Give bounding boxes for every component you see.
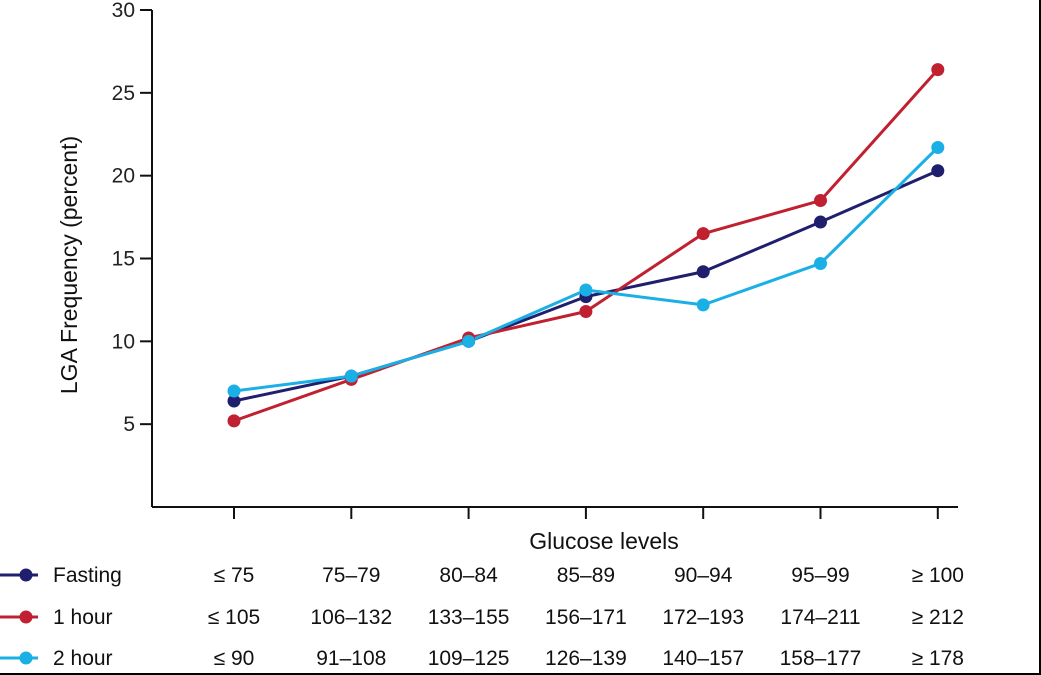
series-0-point — [814, 215, 827, 229]
category-label: 85–89 — [557, 564, 615, 587]
category-label: ≤ 75 — [214, 564, 255, 587]
category-label: 172–193 — [662, 606, 744, 629]
y-axis-title: LGA Frequency (percent) — [56, 136, 82, 394]
category-label: ≥ 178 — [912, 647, 964, 670]
series-1-point — [227, 414, 241, 428]
category-label: ≤ 105 — [208, 606, 260, 629]
category-label: ≥ 212 — [912, 606, 964, 629]
series-2-point — [227, 384, 241, 398]
legend-marker-2 — [19, 651, 33, 665]
legend-table: Fasting ≤ 75 75–79 80–84 85–89 90–94 95–99 ≥ 10… — [0, 564, 964, 670]
category-label: 80–84 — [439, 564, 498, 587]
axes — [140, 9, 958, 519]
y-tick-label: 25 — [112, 82, 135, 105]
series-0-point — [931, 164, 945, 178]
legend-marker-1 — [19, 610, 33, 624]
legend-label-1: 1 hour — [53, 606, 113, 629]
frame-bottom-edge — [0, 673, 1041, 675]
series-2-point — [344, 369, 358, 383]
category-label: 140–157 — [662, 647, 744, 670]
series-1-point — [696, 227, 710, 241]
category-label: 90–94 — [674, 564, 733, 587]
legend-label-2: 2 hour — [53, 647, 113, 670]
series-2-point — [696, 298, 710, 312]
series-line-2 — [233, 146, 939, 393]
category-label: 106–132 — [310, 606, 392, 629]
axis-labels: 5 10 15 20 25 30 Glucose levels LGA Frequency (… — [56, 0, 679, 554]
category-label: 91–108 — [316, 647, 386, 670]
y-tick-label: 30 — [112, 0, 135, 22]
category-label: 75–79 — [322, 564, 380, 587]
series-line-1 — [233, 68, 939, 423]
legend-label-0: Fasting — [53, 564, 122, 587]
series-2-point — [579, 283, 593, 297]
series-lines — [233, 68, 939, 423]
category-label: 156–171 — [545, 606, 627, 629]
legend-marker-0 — [19, 568, 33, 582]
series-1-point — [931, 63, 945, 77]
series-1-point — [579, 305, 593, 319]
category-label: 126–139 — [545, 647, 627, 670]
y-tick-label: 20 — [112, 165, 135, 188]
category-label: ≤ 90 — [214, 647, 255, 670]
y-tick-label: 15 — [112, 248, 135, 271]
frame-right-edge — [1039, 0, 1041, 675]
y-tick-label: 5 — [123, 413, 135, 436]
series-2-point — [814, 256, 827, 270]
series-1-point — [814, 194, 827, 208]
category-label: ≥ 100 — [912, 564, 964, 587]
category-label: 133–155 — [428, 606, 510, 629]
category-label: 109–125 — [428, 647, 510, 670]
series-points — [227, 63, 945, 428]
category-label: 95–99 — [791, 564, 849, 587]
x-axis-title: Glucose levels — [529, 528, 679, 554]
category-label: 174–211 — [780, 606, 860, 629]
series-0-point — [696, 265, 710, 279]
series-0-point — [227, 394, 241, 408]
series-2-point — [931, 141, 945, 155]
series-2-point — [462, 334, 476, 348]
category-label: 158–177 — [780, 647, 862, 670]
y-tick-label: 10 — [112, 330, 135, 353]
